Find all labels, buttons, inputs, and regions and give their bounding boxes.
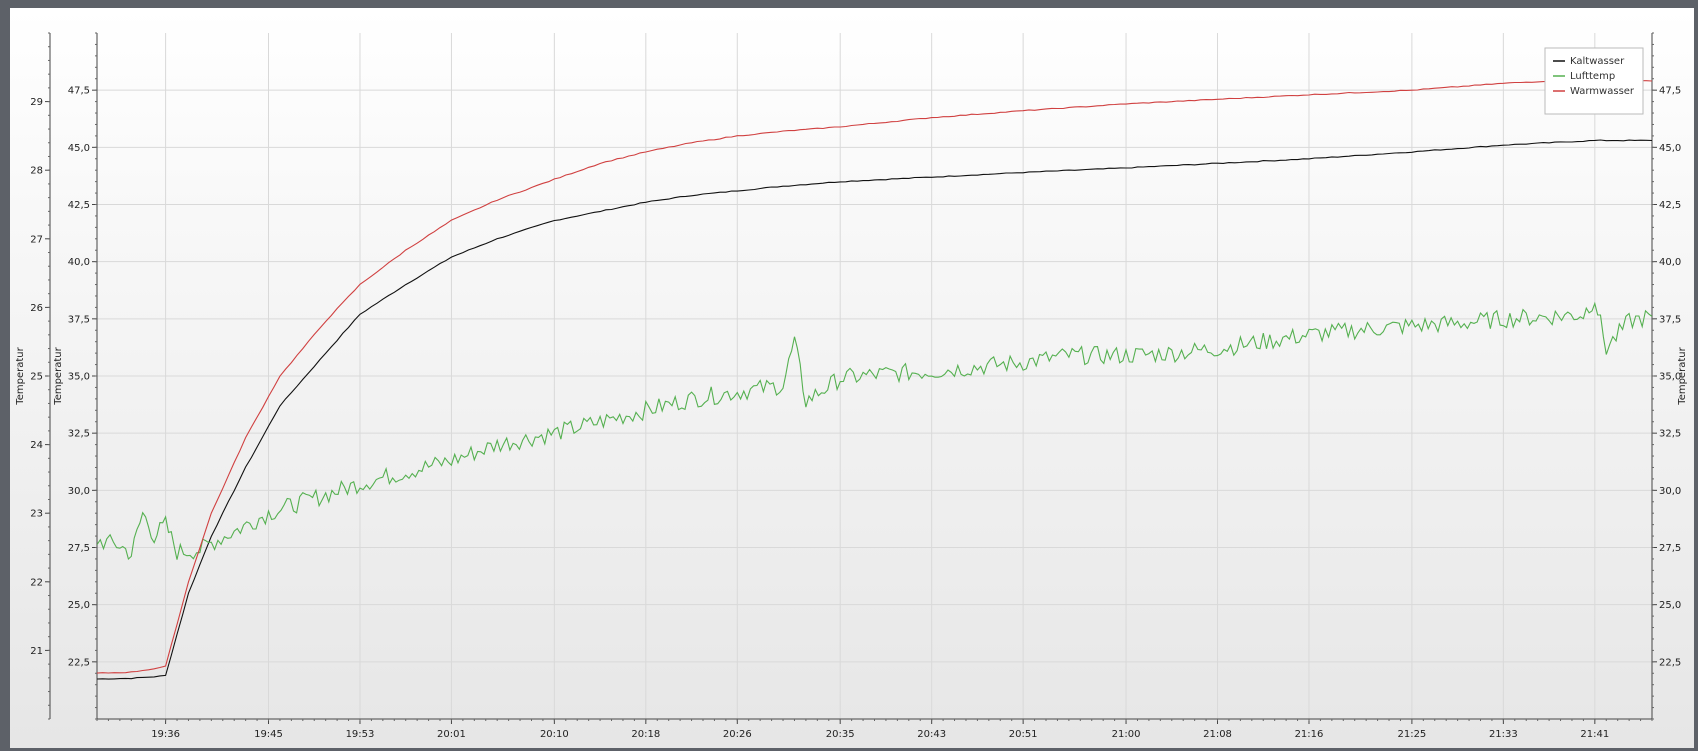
outer-left-tick-label: 23	[30, 509, 43, 520]
inner-left-tick-label: 40,0	[68, 257, 90, 268]
outer-left-tick-label: 27	[30, 234, 43, 245]
right-tick-label: 37,5	[1659, 314, 1681, 325]
right-tick-label: 30,0	[1659, 486, 1681, 497]
x-tick-label: 20:10	[540, 729, 569, 740]
legend-entry-warmwasser: Warmwasser	[1570, 86, 1635, 97]
x-tick-label: 20:35	[826, 729, 855, 740]
right-tick-label: 27,5	[1659, 543, 1681, 554]
inner-left-tick-label: 47,5	[68, 86, 90, 97]
right-tick-label: 47,5	[1659, 86, 1681, 97]
x-tick-label: 19:36	[151, 729, 180, 740]
x-tick-label: 21:08	[1203, 729, 1232, 740]
legend[interactable]: Kaltwasser Lufttemp Warmwasser	[1544, 47, 1644, 115]
inner-left-tick-label: 22,5	[68, 657, 90, 668]
right-tick-label: 35,0	[1659, 372, 1681, 383]
x-tick-label: 21:25	[1397, 729, 1426, 740]
series-lines	[97, 78, 1652, 680]
inner-left-tick-label: 32,5	[68, 429, 90, 440]
grid	[97, 33, 1652, 719]
axes: 19:36 19:45 19:53 20:01 20:10 20:18 20:26 20:35…	[15, 32, 1688, 740]
right-tick-label: 25,0	[1659, 600, 1681, 611]
inner-left-tick-label: 37,5	[68, 314, 90, 325]
legend-entry-kaltwasser: Kaltwasser	[1570, 56, 1625, 67]
outer-left-tick-label: 26	[30, 303, 43, 314]
series-line-warmwasser	[97, 78, 1652, 674]
series-line-lufttemp	[97, 301, 1652, 561]
chart-background	[10, 8, 1694, 748]
outer-left-tick-label: 29	[30, 97, 43, 108]
x-tick-label: 19:53	[346, 729, 375, 740]
x-tick-label: 21:33	[1489, 729, 1518, 740]
x-tick-label: 19:45	[254, 729, 283, 740]
x-tick-label: 20:01	[437, 729, 466, 740]
outer-left-tick-label: 25	[30, 372, 43, 383]
y-axis-label: Temperatur	[15, 346, 26, 405]
y-axis-label: Temperatur	[1677, 346, 1688, 405]
inner-left-tick-label: 27,5	[68, 543, 90, 554]
legend-box	[1544, 47, 1644, 115]
right-tick-label: 40,0	[1659, 257, 1681, 268]
x-tick-label: 21:16	[1295, 729, 1324, 740]
y-axis-label: Temperatur	[53, 346, 64, 405]
right-tick-label: 42,5	[1659, 200, 1681, 211]
inner-left-tick-label: 30,0	[68, 486, 90, 497]
inner-left-tick-label: 25,0	[68, 600, 90, 611]
x-tick-label: 20:51	[1009, 729, 1038, 740]
inner-left-tick-label: 35,0	[68, 372, 90, 383]
legend-entry-lufttemp: Lufttemp	[1570, 71, 1615, 82]
x-tick-label: 20:43	[917, 729, 946, 740]
series-line-kaltwasser	[97, 139, 1652, 680]
x-tick-label: 20:26	[723, 729, 752, 740]
right-tick-label: 45,0	[1659, 143, 1681, 154]
outer-left-tick-label: 22	[30, 577, 43, 588]
outer-left-tick-label: 24	[30, 440, 43, 451]
temperature-chart[interactable]: 19:36 19:45 19:53 20:01 20:10 20:18 20:26 20:35…	[10, 8, 1694, 748]
right-tick-label: 32,5	[1659, 429, 1681, 440]
outer-left-tick-label: 28	[30, 166, 43, 177]
x-tick-label: 21:41	[1580, 729, 1609, 740]
x-tick-label: 21:00	[1112, 729, 1141, 740]
chart-panel: 19:36 19:45 19:53 20:01 20:10 20:18 20:26 20:35…	[10, 8, 1694, 748]
outer-left-tick-label: 21	[30, 646, 43, 657]
x-tick-label: 20:18	[631, 729, 660, 740]
inner-left-tick-label: 45,0	[68, 143, 90, 154]
inner-left-tick-label: 42,5	[68, 200, 90, 211]
right-tick-label: 22,5	[1659, 657, 1681, 668]
